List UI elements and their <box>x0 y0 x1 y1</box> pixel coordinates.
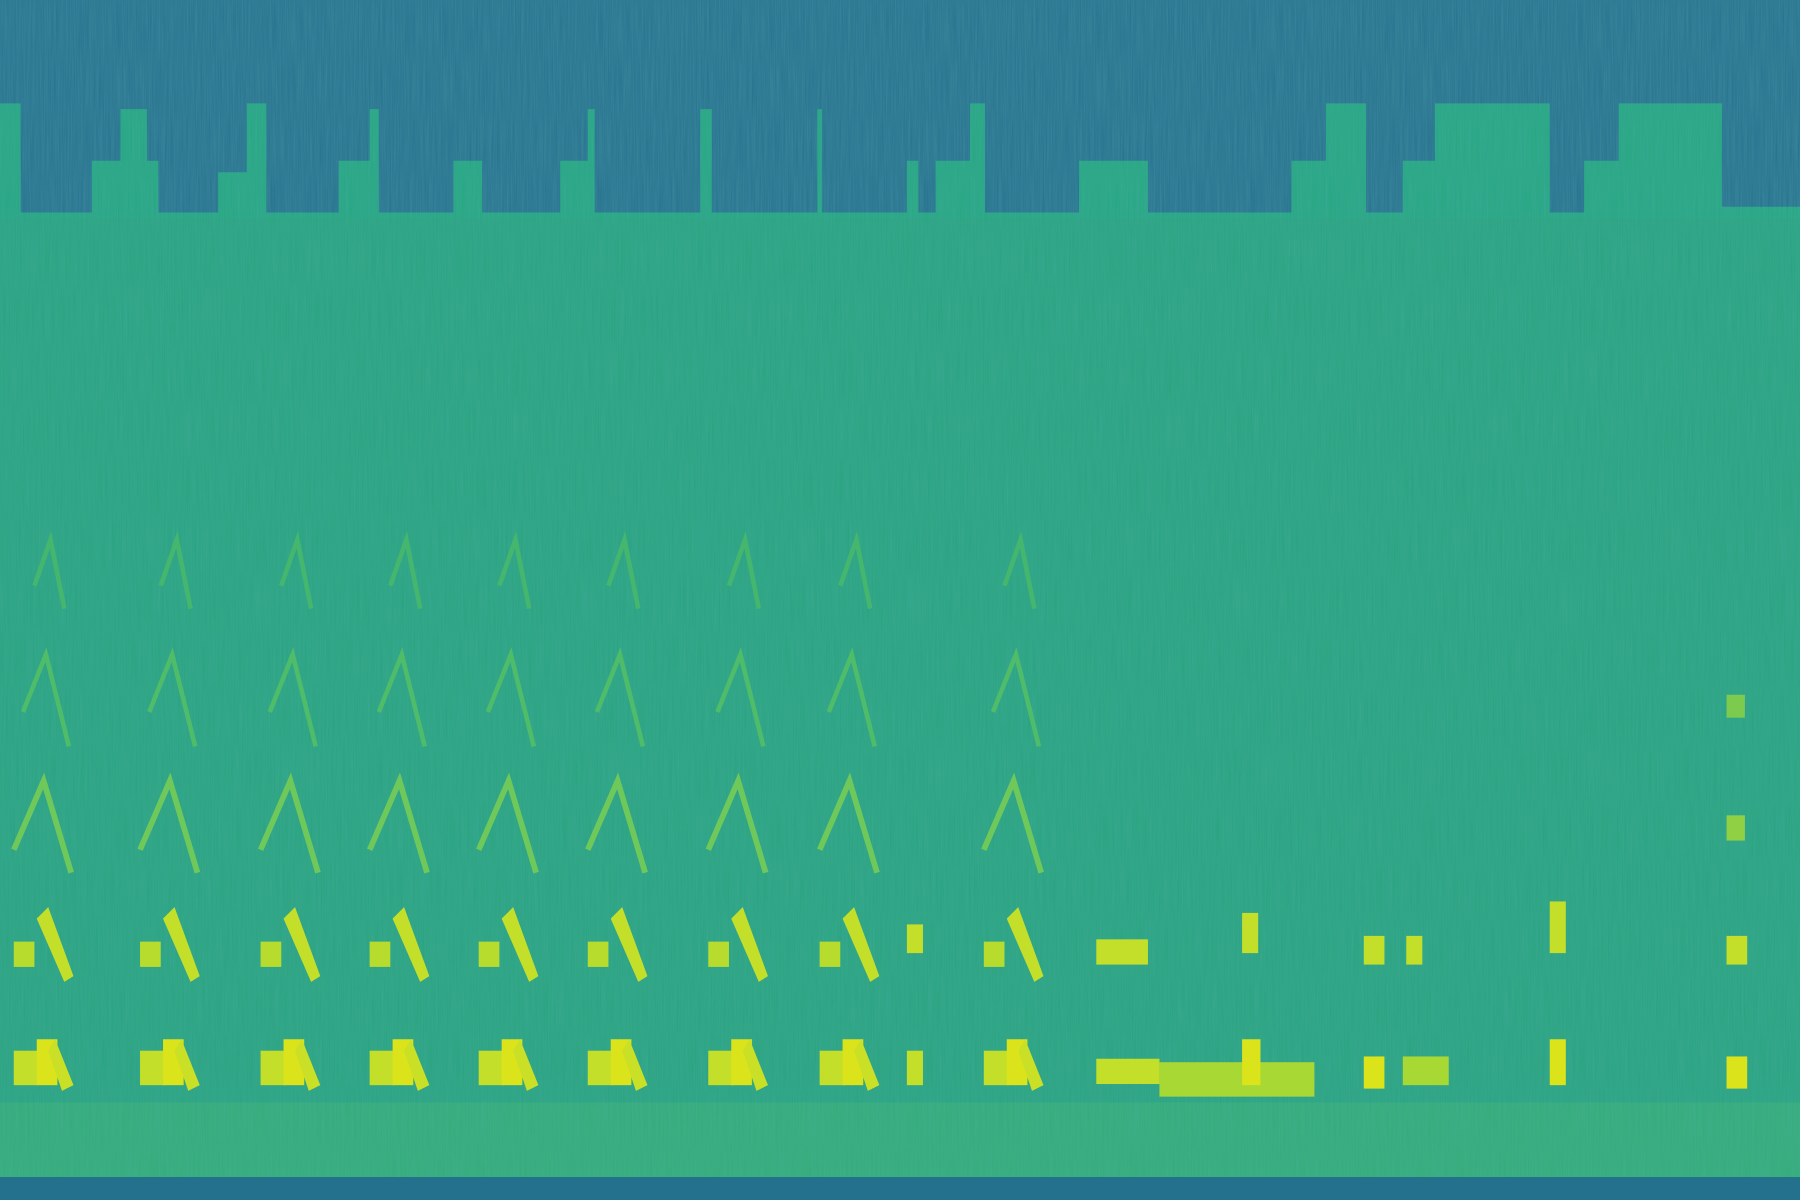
blob <box>1363 935 1385 965</box>
blob <box>1096 1058 1160 1085</box>
blob <box>1549 1039 1566 1086</box>
blob <box>906 1050 923 1086</box>
blob <box>906 924 923 954</box>
blob <box>1242 912 1259 954</box>
blob <box>1726 694 1745 718</box>
bottom-band <box>0 1177 1800 1200</box>
blob <box>1402 1056 1449 1086</box>
blob <box>1096 939 1148 965</box>
blob <box>1726 935 1748 965</box>
blob <box>1549 901 1566 954</box>
blob <box>1726 815 1745 841</box>
blob <box>1242 1039 1261 1086</box>
blob <box>1363 1056 1385 1089</box>
blob <box>1159 1062 1315 1097</box>
chatter <box>906 694 1748 1097</box>
blob <box>1406 935 1423 965</box>
blob <box>1726 1056 1748 1089</box>
